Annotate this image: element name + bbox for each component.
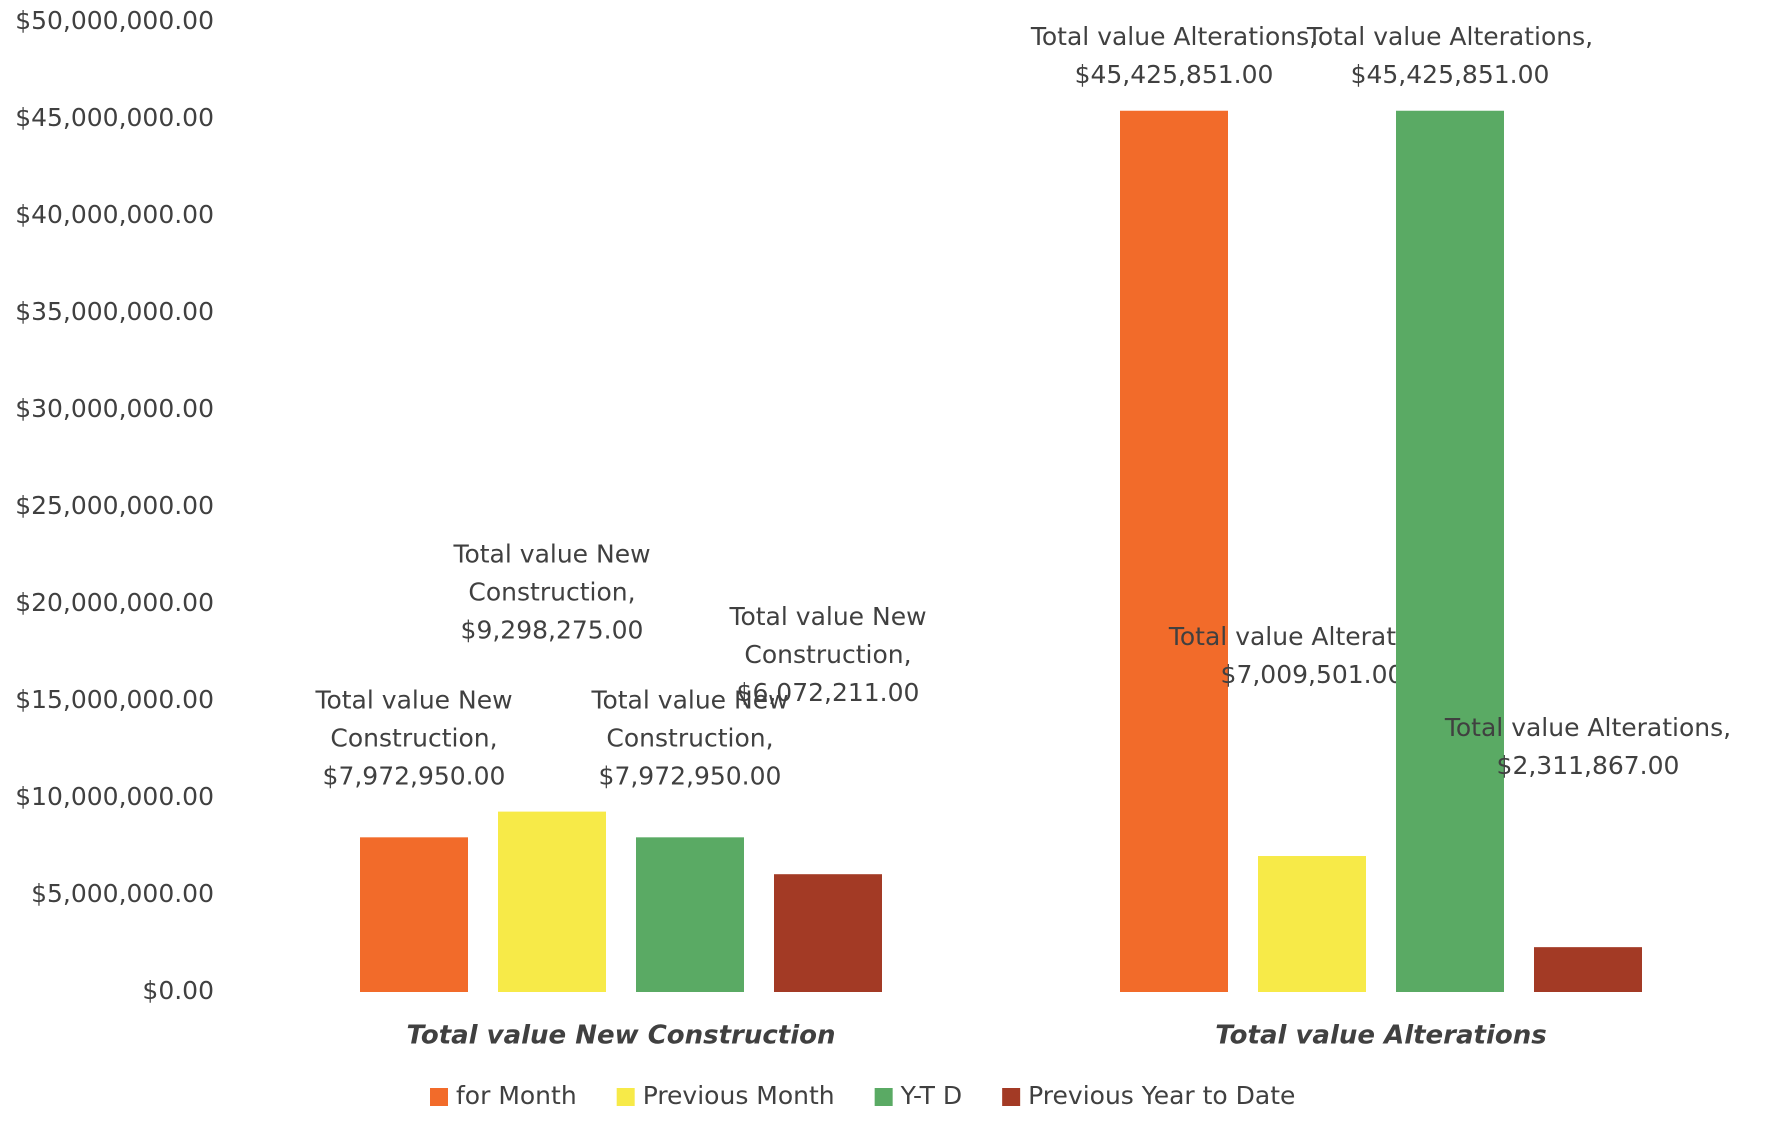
y-tick-label: $20,000,000.00 — [15, 588, 214, 617]
data-label: Total value New Construction, $9,298,275.0… — [452, 540, 650, 645]
legend-label: for Month — [456, 1081, 577, 1110]
y-tick-label: $30,000,000.00 — [15, 394, 214, 423]
y-tick-label: $0.00 — [142, 976, 214, 1005]
legend-swatch — [874, 1088, 893, 1106]
bar — [1396, 110, 1504, 993]
bar — [1120, 110, 1228, 993]
y-tick-label: $15,000,000.00 — [15, 685, 214, 714]
data-label: Total value Alterations, $2,311,867.00 — [1444, 713, 1731, 780]
bar — [360, 837, 468, 992]
bar — [1534, 947, 1642, 992]
y-tick-label: $5,000,000.00 — [31, 879, 214, 908]
data-label: Total value Alterations, $45,425,851.00 — [1030, 22, 1317, 89]
data-label: Total value New Construction, $6,072,211.0… — [728, 602, 926, 707]
legend-swatch — [1002, 1088, 1021, 1106]
bar — [774, 874, 882, 992]
bar — [636, 837, 744, 992]
legend-swatch — [430, 1088, 448, 1106]
y-tick-label: $10,000,000.00 — [15, 782, 214, 811]
y-tick-label: $45,000,000.00 — [15, 103, 214, 132]
legend-label: Y-T D — [900, 1081, 963, 1110]
legend-label: Previous Month — [643, 1081, 835, 1110]
data-label: Total value Alterations, $45,425,851.00 — [1306, 22, 1593, 89]
data-label: Total value New Construction, $7,972,950.0… — [314, 685, 512, 790]
data-label: Total value New Construction, $7,972,950.0… — [590, 685, 788, 790]
y-tick-label: $25,000,000.00 — [15, 491, 214, 520]
y-tick-label: $35,000,000.00 — [15, 297, 214, 326]
legend-label: Previous Year to Date — [1028, 1081, 1295, 1110]
y-tick-label: $40,000,000.00 — [15, 200, 214, 229]
legend-swatch — [616, 1088, 635, 1106]
x-tick-label: Total value Alterations — [1215, 1021, 1546, 1051]
bar — [498, 811, 606, 992]
bar — [1258, 856, 1366, 992]
y-tick-label: $50,000,000.00 — [15, 6, 214, 35]
x-tick-label: Total value New Construction — [406, 1021, 835, 1051]
